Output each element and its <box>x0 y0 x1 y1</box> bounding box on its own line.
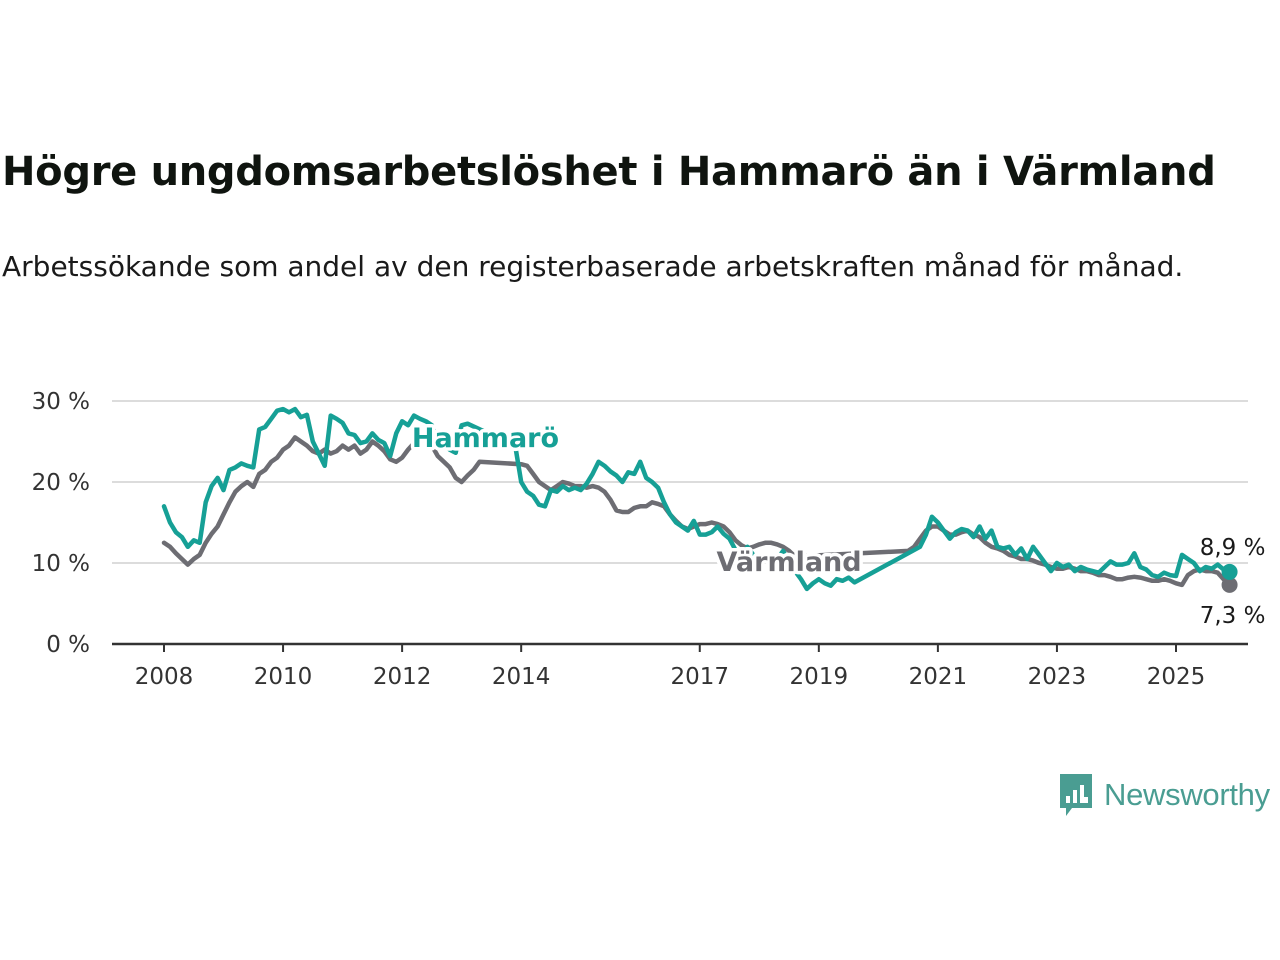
brand-name: Newsworthy <box>1104 777 1270 812</box>
axes: 0 % 10 % 20 % 30 % 2008 2010 2012 2014 2017 2019 2… <box>32 389 1248 690</box>
x-tick-label: 2017 <box>670 664 729 690</box>
y-tick-label: 30 % <box>32 389 90 415</box>
y-tick-label: 20 % <box>32 470 90 496</box>
x-tick-label: 2025 <box>1147 664 1206 690</box>
series-label-hammaro: Hammarö <box>412 423 559 454</box>
end-point-varmland <box>1221 576 1238 593</box>
end-value-varmland: 7,3 % <box>1200 603 1266 629</box>
series-label-halo-hammaro: Hammarö <box>412 423 559 454</box>
y-tick-label: 0 % <box>46 632 90 658</box>
gridlines <box>112 400 1248 564</box>
series <box>161 406 1238 593</box>
series-label-varmland: Värmland <box>716 547 861 578</box>
series-label-halo-varmland: Värmland <box>716 547 861 578</box>
brand-logo: Newsworthy <box>1058 772 1270 818</box>
x-tick-label: 2012 <box>373 664 432 690</box>
x-tick-label: 2019 <box>790 664 849 690</box>
series-line-hammaro <box>161 406 1232 592</box>
x-tick-label: 2021 <box>909 664 968 690</box>
x-tick-label: 2010 <box>254 664 313 690</box>
end-value-hammaro: 8,9 % <box>1200 535 1266 561</box>
bar-chart-icon <box>1060 774 1092 816</box>
x-tick-label: 2014 <box>492 664 551 690</box>
y-tick-label: 10 % <box>32 551 90 577</box>
x-tick-label: 2008 <box>135 664 194 690</box>
x-tick-label: 2023 <box>1028 664 1087 690</box>
chart-subtitle: Arbetssökande som andel av den registerb… <box>2 250 1184 283</box>
chart-title: Högre ungdomsarbetslöshet i Hammarö än i… <box>2 149 1216 195</box>
end-point-hammaro <box>1221 563 1238 580</box>
